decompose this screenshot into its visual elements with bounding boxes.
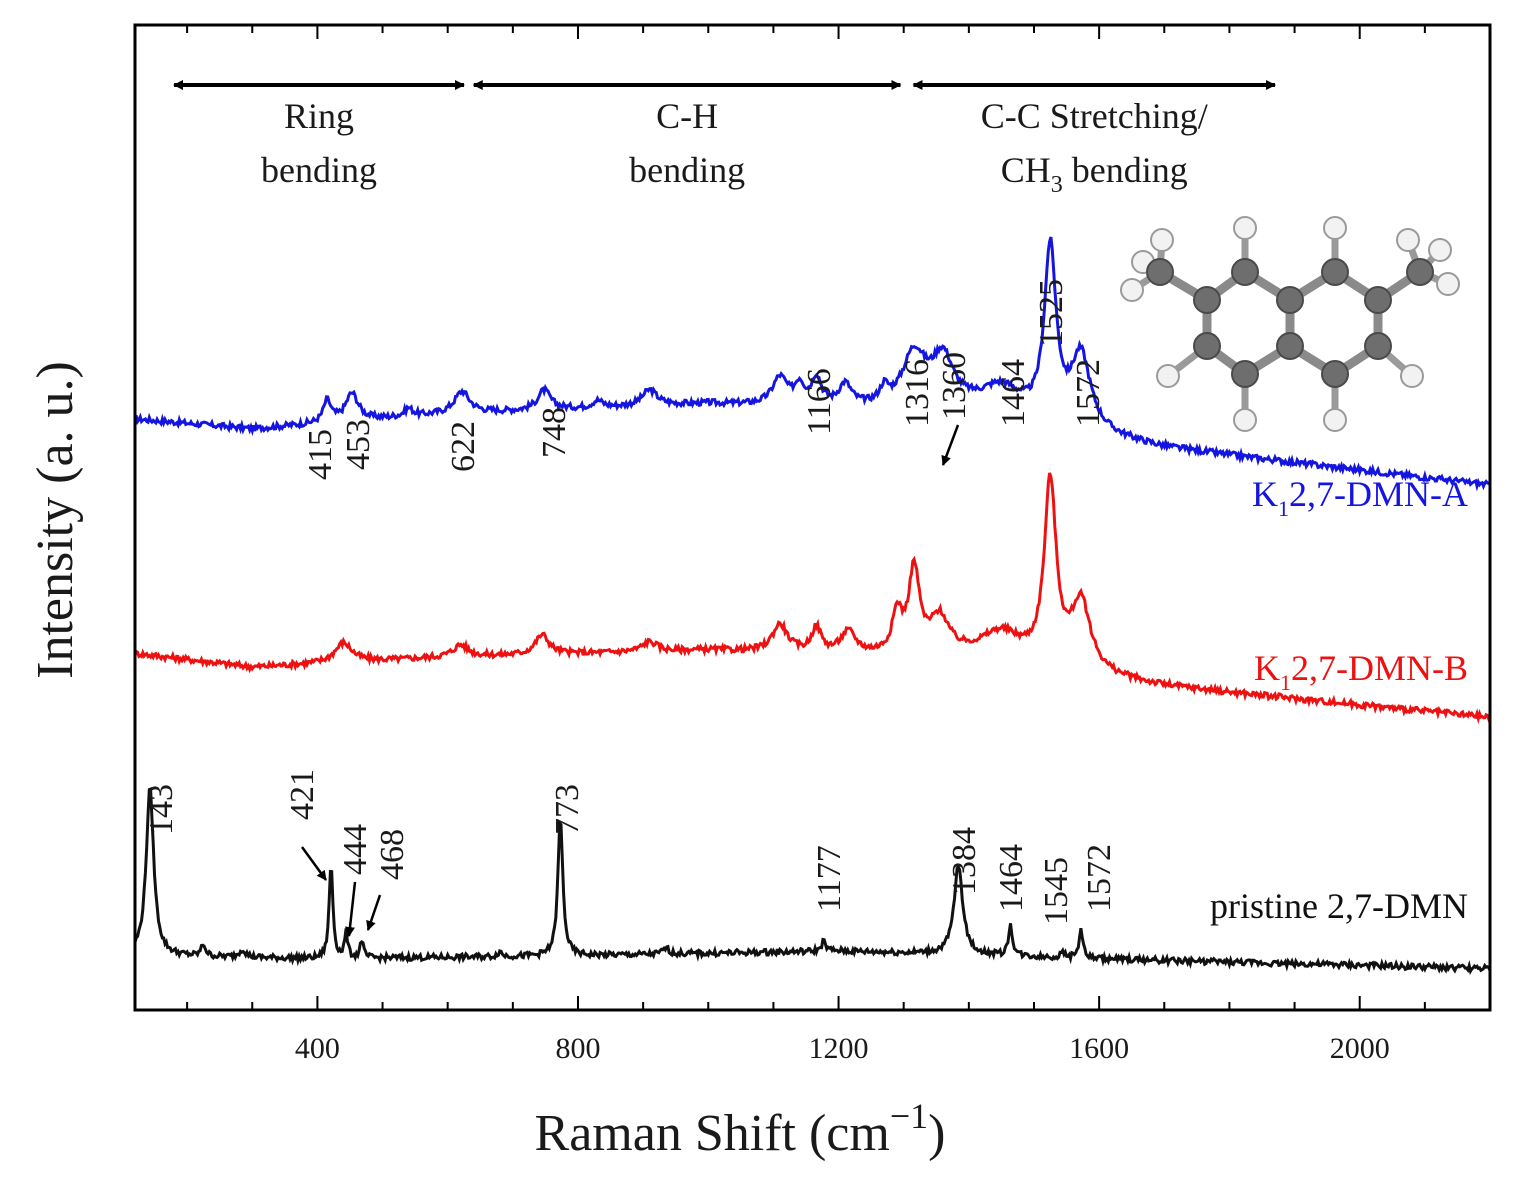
peak-label: 143 — [143, 784, 180, 835]
annotation-arrow — [345, 881, 357, 937]
peak-label: 1572 — [1070, 359, 1107, 427]
series-line-2 — [133, 786, 1492, 975]
band-label-line2: bending — [261, 150, 377, 190]
peak-label: 1464 — [993, 844, 1030, 912]
peak-label: 1166 — [801, 368, 838, 435]
band-label-line1: Ring — [284, 96, 354, 136]
peak-label: 468 — [374, 829, 411, 880]
molecule-hydrogen-atom — [1428, 238, 1452, 262]
molecule-carbon-atom — [1276, 332, 1304, 360]
molecule-carbon-atom — [1193, 332, 1221, 360]
y-axis-title: Intensity (a. u.) — [27, 361, 84, 679]
peak-label: 1177 — [811, 845, 848, 912]
peak-label: 773 — [549, 784, 586, 835]
molecule-hydrogen-atom — [1323, 216, 1347, 240]
spectra-series: K12,7-DMN-A K12,7-DMN-B pristine 2,7-DMN — [133, 236, 1492, 975]
peak-label: 415 — [302, 429, 339, 480]
peak-label: 748 — [536, 407, 573, 458]
molecule-hydrogen-atom — [1150, 228, 1174, 252]
annotation-arrow — [366, 894, 382, 931]
dimethylnaphthalene-molecule-image — [1120, 216, 1460, 432]
molecule-carbon-atom — [1193, 286, 1221, 314]
molecule-carbon-atom — [1364, 286, 1392, 314]
peak-label: 1384 — [946, 827, 983, 895]
x-tick-label: 1200 — [809, 1032, 869, 1065]
plot-frame — [133, 23, 1492, 1012]
molecule-hydrogen-atom — [1233, 408, 1257, 432]
molecule-hydrogen-atom — [1120, 278, 1144, 302]
molecule-carbon-atom — [1364, 332, 1392, 360]
molecule-carbon-atom — [1276, 286, 1304, 314]
peak-label: 444 — [337, 824, 374, 875]
molecule-carbon-atom — [1406, 258, 1434, 286]
peak-label: 1572 — [1081, 844, 1118, 912]
series-line-1 — [133, 472, 1492, 725]
band-label-line2: CH3 bending — [1001, 150, 1188, 198]
molecule-hydrogen-atom — [1400, 364, 1424, 388]
molecule-carbon-atom — [1231, 258, 1259, 286]
molecule-carbon-atom — [1231, 360, 1259, 388]
peak-label: 1464 — [995, 359, 1032, 427]
x-tick-label: 800 — [555, 1032, 600, 1065]
molecule-hydrogen-atom — [1396, 228, 1420, 252]
peak-label: 1525 — [1033, 279, 1070, 347]
molecule-hydrogen-atom — [1233, 216, 1257, 240]
band-label-line1: C-C Stretching/ — [981, 96, 1208, 136]
molecule-carbon-atom — [1146, 258, 1174, 286]
x-tick-label: 2000 — [1330, 1032, 1390, 1065]
series-line-0 — [134, 236, 1492, 492]
x-tick-label: 1600 — [1069, 1032, 1129, 1065]
series-label-1: K12,7-DMN-B — [1254, 648, 1468, 695]
annotation-arrow — [300, 846, 328, 881]
peak-label: 1360 — [936, 352, 973, 420]
molecule-carbon-atom — [1321, 258, 1349, 286]
band-label-line1: C-H — [656, 96, 718, 136]
series-label-0: K12,7-DMN-A — [1252, 474, 1468, 521]
annotation-arrow — [941, 424, 960, 466]
peak-label: 453 — [340, 419, 377, 470]
molecule-carbon-atom — [1321, 360, 1349, 388]
series-label-2: pristine 2,7-DMN — [1210, 886, 1468, 926]
molecule-hydrogen-atom — [1436, 272, 1460, 296]
x-axis-ticks: 400 800 1200 1600 2000 — [186, 25, 1426, 1065]
peak-label: 1545 — [1038, 857, 1075, 925]
band-label-line2: bending — [629, 150, 745, 190]
x-tick-label: 400 — [295, 1032, 340, 1065]
peak-label: 622 — [445, 421, 482, 472]
x-axis-title: Raman Shift (cm−1) — [535, 1096, 946, 1162]
peak-label: 1316 — [899, 359, 936, 427]
molecule-hydrogen-atom — [1156, 364, 1180, 388]
molecule-hydrogen-atom — [1323, 408, 1347, 432]
vibration-bands: Ring bending C-H bending C-C Stretching/CH3 … — [173, 80, 1277, 198]
peak-label: 421 — [284, 769, 321, 820]
